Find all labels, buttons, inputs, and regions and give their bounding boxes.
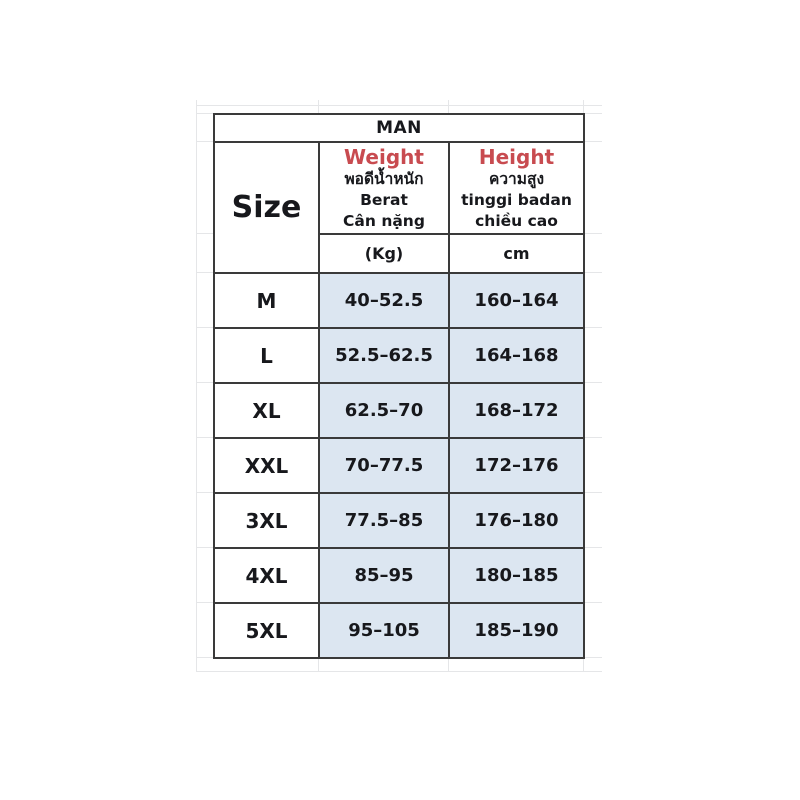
size-cell: 5XL (213, 602, 320, 659)
height-cell: 164–168 (448, 327, 585, 384)
table-title: MAN (213, 113, 585, 143)
table-row: 3XL 77.5–85 176–180 (213, 492, 585, 549)
weight-header-thai: พอดีน้ำหนัก (344, 169, 424, 188)
weight-cell: 52.5–62.5 (318, 327, 450, 384)
weight-header-vietnamese: Cân nặng (343, 211, 425, 230)
height-cell: 168–172 (448, 382, 585, 439)
header-row: Size Weight พอดีน้ำหนัก Berat Cân nặng H… (213, 141, 585, 274)
title-row: MAN (213, 113, 585, 143)
weight-cell: 40–52.5 (318, 272, 450, 329)
height-column-header: Height ความสูง tinggi badan chiều cao (448, 141, 585, 235)
table-row: 5XL 95–105 185–190 (213, 602, 585, 659)
size-cell: XXL (213, 437, 320, 494)
height-cell: 176–180 (448, 492, 585, 549)
weight-header-label: Weight (344, 144, 424, 169)
weight-column-header: Weight พอดีน้ำหนัก Berat Cân nặng (318, 141, 450, 235)
table-row: XL 62.5–70 168–172 (213, 382, 585, 439)
height-header-thai: ความสูง (488, 169, 545, 188)
weight-header-indonesian: Berat (360, 190, 408, 209)
table-row: M 40–52.5 160–164 (213, 272, 585, 329)
sheet-gridline-h (196, 105, 602, 106)
height-cell: 172–176 (448, 437, 585, 494)
height-cell: 185–190 (448, 602, 585, 659)
table-row: XXL 70–77.5 172–176 (213, 437, 585, 494)
unit-row: (Kg) cm (214, 233, 585, 274)
size-cell: XL (213, 382, 320, 439)
size-cell: 3XL (213, 492, 320, 549)
size-column-header: Size (213, 141, 320, 274)
weight-cell: 70–77.5 (318, 437, 450, 494)
size-cell: L (213, 327, 320, 384)
weight-cell: 77.5–85 (318, 492, 450, 549)
height-header-vietnamese: chiều cao (475, 211, 558, 230)
sheet-gridline-v (196, 100, 197, 672)
size-cell: 4XL (213, 547, 320, 604)
weight-cell: 62.5–70 (318, 382, 450, 439)
height-cell: 180–185 (448, 547, 585, 604)
sheet-gridline-h (196, 671, 602, 672)
height-header-indonesian: tinggi badan (461, 190, 572, 209)
size-chart-table: MAN Size Weight พอดีน้ำหนัก Berat Cân nặ… (213, 113, 585, 659)
table-row: 4XL 85–95 180–185 (213, 547, 585, 604)
table-row: L 52.5–62.5 164–168 (213, 327, 585, 384)
weight-cell: 85–95 (318, 547, 450, 604)
weight-unit: (Kg) (318, 233, 450, 274)
height-unit: cm (448, 233, 585, 274)
height-header-label: Height (478, 144, 555, 169)
height-cell: 160–164 (448, 272, 585, 329)
size-cell: M (213, 272, 320, 329)
weight-cell: 95–105 (318, 602, 450, 659)
